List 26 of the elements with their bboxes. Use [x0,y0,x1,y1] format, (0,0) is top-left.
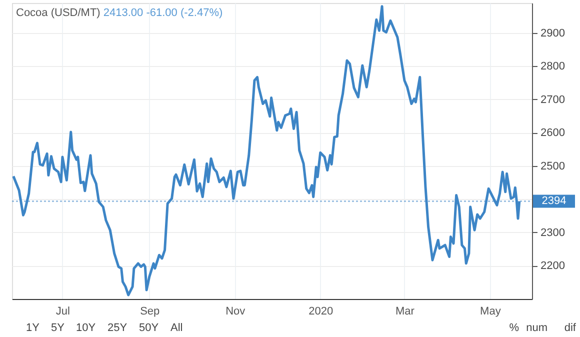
y-tick-label: 2700 [540,94,565,106]
text: dif [564,322,577,334]
x-tick-label: 2020 [308,306,334,318]
x-tick-label: May [480,306,502,318]
y-tick-label: 2800 [540,60,565,73]
x-tick-label: Sep [140,306,160,318]
text: 10Y [76,322,96,334]
y-tick-label: 2600 [540,127,565,140]
text: 5Y [51,322,66,334]
y-tick-label: 2200 [540,260,565,272]
ref-line-label: 2394 [542,195,566,208]
text: % [509,322,520,334]
text: 1Y [26,322,40,334]
text: num [526,322,548,334]
line-series [12,5,521,296]
x-tick-label: Jul [56,306,70,318]
x-tick-label: Mar [395,306,415,318]
text: 25Y [108,322,128,334]
text: 50Y [139,322,160,334]
x-tick-label: Nov [226,306,246,318]
y-tick-label: 2300 [540,226,565,239]
y-tick-label: 2500 [540,160,565,172]
chart-subtitle: 2413.00 -61.00 (-2.47%) [103,7,223,19]
chart-title: Cocoa (USD/MT) [16,7,100,19]
text: All [170,322,183,334]
y-tick-label: 2900 [540,27,565,40]
